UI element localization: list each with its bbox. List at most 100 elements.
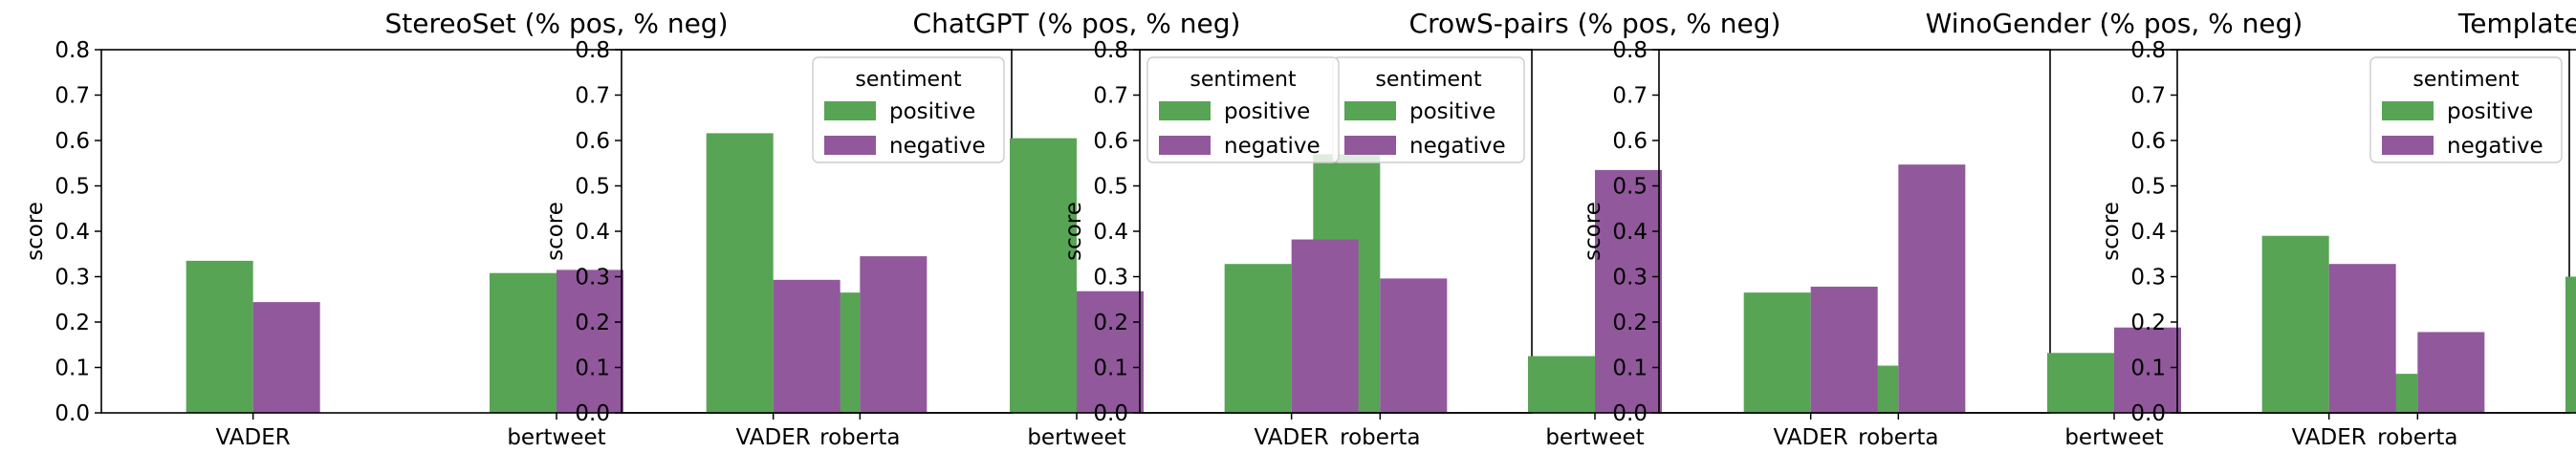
x-tick-label: roberta xyxy=(2377,425,2457,450)
legend-label-positive: positive xyxy=(1409,99,1495,124)
y-tick-label: 0.4 xyxy=(55,220,90,245)
y-axis-label: score xyxy=(543,202,568,261)
y-tick-label: 0.3 xyxy=(55,266,90,291)
y-tick-label: 0.5 xyxy=(575,175,610,200)
bar-negative-bertweet xyxy=(2114,327,2181,413)
legend-swatch-negative xyxy=(1344,136,1396,155)
y-tick-label: 0.1 xyxy=(55,356,90,381)
bar-positive-bertweet xyxy=(1010,138,1077,413)
y-tick-label: 0.3 xyxy=(2130,266,2166,291)
bar-negative-bertweet xyxy=(1077,291,1144,413)
bar-positive-bertweet xyxy=(2565,276,2576,413)
x-tick-label: roberta xyxy=(819,425,900,450)
y-tick-label: 0.8 xyxy=(55,38,90,63)
legend-title: sentiment xyxy=(1190,68,1297,92)
y-tick-label: 0.3 xyxy=(1612,266,1648,291)
y-tick-label: 0.3 xyxy=(575,266,610,291)
chart-panel-0: StereoSet (% pos, % neg) score 0.0 0.1 0.2 0.… xyxy=(23,8,1013,450)
y-tick-label: 0.7 xyxy=(1612,84,1648,109)
legend-swatch-negative xyxy=(2382,136,2434,155)
legend-title: sentiment xyxy=(1375,68,1482,92)
y-tick-label: 0.0 xyxy=(2130,401,2166,426)
chart-title: WinoGender (% pos, % neg) xyxy=(1926,8,2303,39)
chart-panel-3: WinoGender (% pos, % neg) score 0.0 0.1 0.2 0… xyxy=(1581,8,2570,450)
legend-label-negative: negative xyxy=(889,134,986,159)
y-tick-label: 0.2 xyxy=(1612,311,1648,335)
x-tick-label: bertweet xyxy=(1545,425,1644,450)
y-tick-label: 0.8 xyxy=(1612,38,1648,63)
y-tick-label: 0.6 xyxy=(575,129,610,154)
x-tick-label: roberta xyxy=(1858,425,1938,450)
legend: sentiment positive negative xyxy=(1332,56,1525,163)
bar-negative-roberta xyxy=(1380,278,1448,413)
x-tick-label: bertweet xyxy=(1027,425,1125,450)
legend-label-positive: positive xyxy=(1224,99,1310,124)
legend-swatch-positive xyxy=(2382,101,2434,120)
legend: sentiment positive negative xyxy=(1146,56,1340,163)
y-tick-label: 0.8 xyxy=(2130,38,2166,63)
bar-positive-bertweet xyxy=(490,272,557,413)
x-tick-label: VADER xyxy=(216,425,291,450)
y-tick-label: 0.8 xyxy=(575,38,610,63)
bar-negative-VADER xyxy=(252,302,320,413)
y-tick-label: 0.7 xyxy=(55,84,90,109)
y-tick-label: 0.4 xyxy=(1612,220,1648,245)
y-tick-label: 0.4 xyxy=(1093,220,1128,245)
y-tick-label: 0.2 xyxy=(55,311,90,335)
bar-positive-bertweet xyxy=(1528,356,1595,413)
y-tick-label: 0.1 xyxy=(1093,356,1128,381)
legend-swatch-positive xyxy=(1159,101,1211,120)
bar-negative-VADER xyxy=(1810,286,1878,413)
y-tick-label: 0.8 xyxy=(1093,38,1128,63)
legend-label-positive: positive xyxy=(889,99,975,124)
bar-positive-bertweet xyxy=(2047,353,2114,413)
bar-negative-VADER xyxy=(773,279,840,413)
chart-panel-2: CrowS-pairs (% pos, % neg) score 0.0 0.1 0.2… xyxy=(1061,8,2051,450)
y-tick-label: 0.0 xyxy=(1093,401,1128,426)
legend-title: sentiment xyxy=(2412,68,2520,92)
x-tick-label: VADER xyxy=(1255,425,1329,450)
bar-positive-VADER xyxy=(706,133,774,413)
y-tick-label: 0.3 xyxy=(1093,266,1128,291)
y-tick-label: 0.1 xyxy=(2130,356,2166,381)
x-tick-label: roberta xyxy=(1340,425,1420,450)
y-tick-label: 0.5 xyxy=(1612,175,1648,200)
y-axis-label: score xyxy=(1061,202,1086,261)
y-tick-label: 0.1 xyxy=(1612,356,1648,381)
chart-title: StereoSet (% pos, % neg) xyxy=(384,8,728,39)
y-axis-label: score xyxy=(23,202,48,261)
y-tick-label: 0.5 xyxy=(55,175,90,200)
legend: sentiment positive negative xyxy=(2369,56,2563,163)
y-tick-label: 0.6 xyxy=(55,129,90,154)
x-tick-label: bertweet xyxy=(507,425,605,450)
y-tick-label: 0.5 xyxy=(2130,175,2166,200)
bar-negative-roberta xyxy=(1898,164,1966,414)
y-tick-label: 0.6 xyxy=(1093,129,1128,154)
bar-negative-VADER xyxy=(2328,264,2396,413)
plot-frame xyxy=(621,49,1533,414)
y-tick-label: 0.6 xyxy=(1612,129,1648,154)
legend-title: sentiment xyxy=(855,68,962,92)
y-tick-label: 0.0 xyxy=(575,401,610,426)
legend-swatch-positive xyxy=(824,101,876,120)
x-tick-label: VADER xyxy=(2292,425,2367,450)
plot-frame xyxy=(1139,49,2051,414)
legend-label-negative: negative xyxy=(1224,134,1321,159)
legend-swatch-negative xyxy=(824,136,876,155)
y-axis-label: score xyxy=(1581,202,1605,261)
y-tick-label: 0.0 xyxy=(55,401,90,426)
y-tick-label: 0.2 xyxy=(1093,311,1128,335)
legend-label-negative: negative xyxy=(2447,134,2543,159)
y-axis-label: score xyxy=(2099,202,2124,261)
legend-label-positive: positive xyxy=(2447,99,2533,124)
y-tick-label: 0.2 xyxy=(575,311,610,335)
legend-label-negative: negative xyxy=(1409,134,1506,159)
bar-positive-VADER xyxy=(1743,292,1811,413)
bar-negative-roberta xyxy=(2417,332,2485,413)
y-tick-label: 0.7 xyxy=(575,84,610,109)
bar-positive-VADER xyxy=(1224,264,1292,413)
bar-positive-VADER xyxy=(2261,235,2329,413)
plot-frame xyxy=(2176,49,2576,414)
